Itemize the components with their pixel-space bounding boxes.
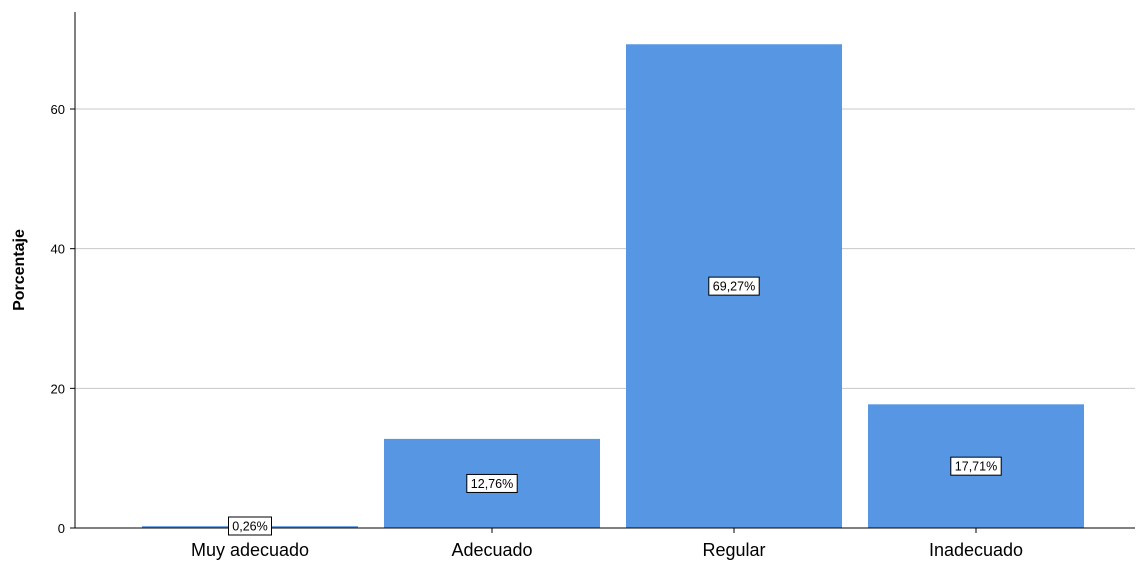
data-label-text-inadecuado: 17,71%	[955, 460, 997, 474]
data-label-text-adecuado: 12,76%	[471, 477, 513, 491]
data-label-box-regular	[708, 276, 760, 296]
data-label-muy-adecuado: 0,26%	[228, 516, 272, 536]
data-label-inadecuado: 17,71%	[950, 456, 1002, 476]
data-label-regular: 69,27%	[708, 276, 760, 296]
y-ticks: 0 20 40 60	[51, 102, 75, 536]
data-label-box-muy-adecuado	[228, 516, 272, 536]
data-label-adecuado: 12,76%	[466, 473, 518, 493]
data-label-box-inadecuado	[950, 456, 1002, 476]
y-tick-label-40: 40	[51, 242, 65, 257]
x-category-label-adecuado: Adecuado	[451, 540, 532, 560]
gridlines	[75, 108, 1135, 389]
data-label-text-muy-adecuado: 0,26%	[232, 520, 267, 534]
y-tick-label-60: 60	[51, 102, 65, 117]
y-axis-title: Porcentaje	[11, 229, 28, 311]
data-label-box-adecuado	[466, 473, 518, 493]
data-labels: 0,26% 12,76% 69,27% 17,71%	[228, 276, 1002, 536]
bars	[142, 44, 1084, 529]
y-tick-label-20: 20	[51, 381, 65, 396]
data-label-text-regular: 69,27%	[713, 280, 755, 294]
x-category-label-inadecuado: Inadecuado	[929, 540, 1023, 560]
y-tick-label-0: 0	[58, 521, 65, 536]
x-category-label-muy-adecuado: Muy adecuado	[191, 540, 309, 560]
x-category-label-regular: Regular	[702, 540, 765, 560]
x-category-labels: Muy adecuado Adecuado Regular Inadecuado	[191, 528, 1023, 560]
